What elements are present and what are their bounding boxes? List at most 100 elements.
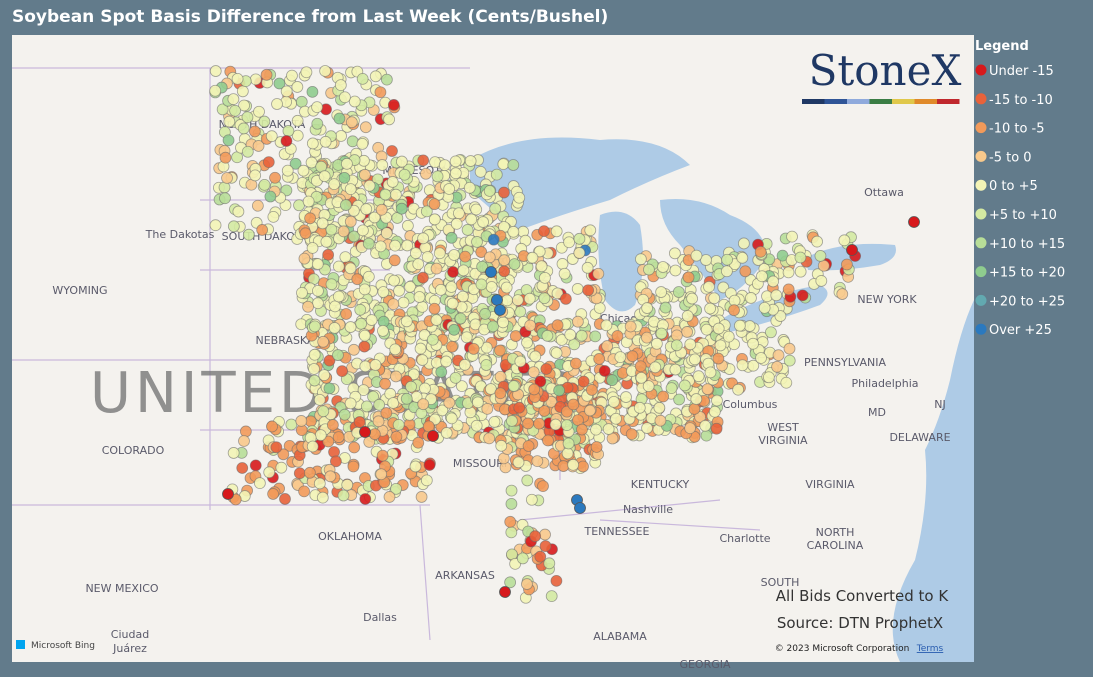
bid-point [314, 429, 327, 442]
bid-point [335, 130, 347, 142]
bid-point [838, 234, 851, 247]
bid-point [711, 394, 723, 407]
bid-point [417, 232, 430, 245]
legend-label: +20 to +25 [989, 294, 1065, 309]
bid-point [457, 264, 470, 277]
bid-point [772, 349, 785, 362]
bid-point [389, 239, 401, 252]
bid-point [265, 130, 278, 143]
bid-point [590, 423, 602, 436]
legend-swatch [975, 150, 987, 162]
bid-point [511, 294, 524, 307]
bid-point [319, 135, 332, 148]
bid-point [783, 354, 796, 367]
bid-point [219, 192, 231, 205]
bid-point [420, 474, 433, 487]
bid-point [564, 328, 577, 341]
bid-point [504, 515, 517, 528]
bid-point [328, 178, 341, 191]
bid-point [429, 156, 441, 169]
bid-point [475, 278, 488, 291]
bid-point [460, 331, 473, 344]
bid-point [600, 319, 613, 332]
bid-point [643, 263, 655, 276]
bid-point [620, 391, 632, 403]
bid-point [317, 405, 330, 418]
bid-point [811, 235, 823, 248]
bid-point [219, 151, 232, 164]
bid-point [471, 396, 484, 409]
map-label: PENNSYLVANIA [804, 356, 886, 369]
bid-point [498, 254, 511, 267]
legend-label: +10 to +15 [989, 237, 1065, 252]
bid-point [601, 340, 614, 352]
bing-icon [16, 640, 25, 649]
map-label: WEST [767, 421, 799, 434]
bid-point [348, 230, 360, 243]
bid-point [445, 412, 458, 425]
bid-point [465, 213, 478, 226]
bid-point [708, 292, 721, 305]
bid-point [414, 342, 427, 355]
terms-link[interactable]: Terms [916, 644, 944, 654]
map-label: GEORGIA [679, 658, 731, 671]
bid-point [703, 280, 715, 293]
bid-point [358, 168, 371, 181]
bid-point [550, 347, 563, 359]
bid-point [686, 292, 698, 305]
bid-point [431, 170, 444, 183]
bid-point [413, 291, 426, 303]
bid-point [567, 458, 580, 471]
bid-point [497, 158, 510, 171]
bid-point [440, 355, 453, 368]
bid-point [420, 205, 433, 218]
bid-point [521, 474, 534, 487]
bid-point [390, 430, 403, 443]
bid-point [535, 260, 548, 273]
bid-point [340, 308, 353, 320]
bid-point [258, 115, 271, 128]
map-label: Juárez [112, 642, 147, 655]
bid-point [507, 225, 520, 238]
bid-point [522, 440, 535, 452]
bid-point [430, 314, 443, 326]
bid-point [782, 266, 795, 279]
bid-point [241, 145, 254, 158]
bid-point [295, 95, 308, 108]
bid-point [491, 294, 503, 306]
bid-point [344, 397, 357, 410]
bid-point [323, 354, 336, 367]
bid-point [388, 274, 400, 287]
map: NORTH DAKOTA MINNESOTA The Dakotas SOUTH… [12, 35, 974, 671]
bid-point [538, 292, 551, 305]
bid-point [780, 376, 793, 389]
bid-point [563, 236, 575, 249]
bid-point [363, 179, 376, 192]
map-label: ARKANSAS [435, 569, 495, 582]
bid-point [758, 301, 771, 314]
bid-point [498, 186, 510, 199]
bid-point [539, 271, 551, 284]
bid-point [298, 485, 310, 498]
bid-point [379, 377, 391, 390]
bid-point [407, 368, 420, 381]
bid-point [582, 284, 595, 297]
map-label: The Dakotas [145, 228, 215, 241]
logo-bar-segment [937, 99, 960, 104]
bid-point [360, 203, 373, 216]
bid-point [433, 247, 446, 260]
bid-point [296, 286, 308, 299]
bid-point [227, 93, 240, 106]
bid-point [534, 550, 547, 563]
bid-point [479, 308, 492, 320]
logo-bar-segment [847, 99, 870, 104]
bid-point [238, 99, 250, 112]
bid-point [448, 323, 460, 336]
bid-point [584, 404, 596, 417]
bid-point [281, 164, 294, 177]
bid-point [337, 489, 350, 502]
map-label: VIRGINIA [805, 478, 855, 491]
bid-point [328, 322, 341, 334]
bid-point [236, 85, 249, 98]
bid-point [400, 392, 413, 405]
